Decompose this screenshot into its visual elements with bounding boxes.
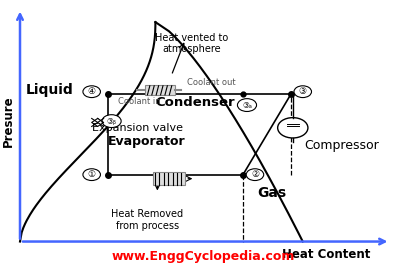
Text: Heat vented to
atmosphere: Heat vented to atmosphere [155, 33, 228, 54]
Text: Gas: Gas [257, 186, 286, 200]
Text: Heat Content: Heat Content [282, 249, 370, 261]
Circle shape [83, 86, 100, 98]
Text: ③ᵦ: ③ᵦ [107, 117, 116, 126]
Text: ②: ② [251, 170, 259, 179]
Text: ④: ④ [87, 87, 96, 96]
Circle shape [294, 86, 312, 98]
Circle shape [237, 99, 257, 111]
Text: Expansion valve: Expansion valve [92, 123, 183, 133]
Text: Liquid: Liquid [26, 83, 74, 97]
Text: ①: ① [87, 170, 96, 179]
Bar [154, 172, 185, 185]
Text: www.EnggCyclopedia.com: www.EnggCyclopedia.com [112, 250, 295, 263]
Circle shape [83, 169, 100, 180]
Text: Evaporator: Evaporator [108, 135, 185, 148]
Text: Coolant out: Coolant out [187, 78, 236, 87]
Circle shape [278, 118, 308, 138]
Text: Condenser: Condenser [156, 96, 235, 109]
Text: Coolant in: Coolant in [118, 97, 160, 105]
Circle shape [102, 115, 121, 128]
Text: Compressor: Compressor [305, 139, 380, 152]
Text: ③: ③ [299, 87, 307, 96]
Text: ③ₐ: ③ₐ [242, 101, 252, 109]
Text: Heat Removed
from process: Heat Removed from process [111, 210, 183, 231]
Text: Presure: Presure [2, 95, 15, 147]
Bar [145, 85, 175, 95]
Circle shape [246, 169, 264, 180]
